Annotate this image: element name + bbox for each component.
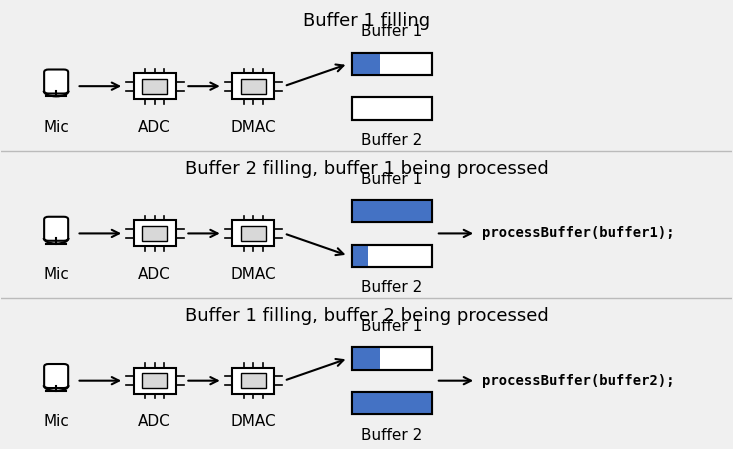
Bar [241, 79, 265, 94]
Text: Buffer 1 filling: Buffer 1 filling [303, 13, 430, 31]
FancyBboxPatch shape [44, 364, 68, 388]
Bar [352, 53, 432, 75]
Text: Buffer 1: Buffer 1 [361, 319, 423, 334]
Bar [352, 392, 432, 414]
Bar [142, 373, 167, 388]
Bar [352, 97, 432, 119]
Bar [352, 200, 432, 222]
FancyBboxPatch shape [44, 70, 68, 93]
Bar [352, 347, 380, 370]
Text: Mic: Mic [43, 414, 69, 429]
Bar [352, 200, 432, 222]
Bar [352, 53, 380, 75]
Text: Buffer 1: Buffer 1 [361, 172, 423, 187]
Text: Mic: Mic [43, 119, 69, 135]
Bar [352, 53, 432, 75]
Bar [232, 220, 274, 247]
Bar [352, 97, 432, 119]
Bar [352, 200, 432, 222]
Bar [133, 368, 176, 394]
Bar [133, 73, 176, 99]
Text: Buffer 1: Buffer 1 [361, 24, 423, 40]
Bar [352, 245, 432, 267]
Bar [352, 392, 432, 414]
Text: Buffer 2: Buffer 2 [361, 280, 423, 295]
Text: Buffer 2: Buffer 2 [361, 427, 423, 443]
Text: DMAC: DMAC [230, 267, 276, 282]
Text: Buffer 1 filling, buffer 2 being processed: Buffer 1 filling, buffer 2 being process… [185, 307, 548, 325]
Text: ADC: ADC [139, 267, 171, 282]
Bar [352, 347, 432, 370]
Text: Mic: Mic [43, 267, 69, 282]
Bar [352, 392, 432, 414]
Bar [133, 220, 176, 247]
Text: processBuffer(buffer2);: processBuffer(buffer2); [482, 374, 674, 387]
Text: ADC: ADC [139, 119, 171, 135]
Bar [232, 73, 274, 99]
Text: DMAC: DMAC [230, 414, 276, 429]
Text: processBuffer(buffer1);: processBuffer(buffer1); [482, 226, 674, 240]
Bar [232, 368, 274, 394]
Bar [352, 245, 432, 267]
Text: Buffer 2: Buffer 2 [361, 133, 423, 148]
Bar [142, 79, 167, 94]
Bar [352, 245, 368, 267]
Text: DMAC: DMAC [230, 119, 276, 135]
Bar [241, 226, 265, 241]
Text: Buffer 2 filling, buffer 1 being processed: Buffer 2 filling, buffer 1 being process… [185, 160, 548, 178]
FancyBboxPatch shape [44, 217, 68, 241]
Bar [352, 347, 432, 370]
Text: ADC: ADC [139, 414, 171, 429]
Bar [241, 373, 265, 388]
Bar [142, 226, 167, 241]
